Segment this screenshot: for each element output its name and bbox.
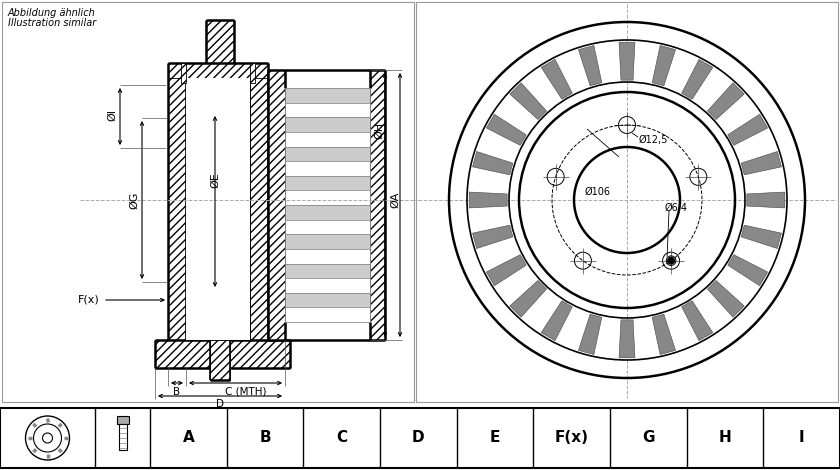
Polygon shape <box>619 42 635 80</box>
Bar <box>210 340 230 380</box>
Text: F(x): F(x) <box>554 431 589 446</box>
Bar <box>285 132 370 147</box>
Bar <box>181 63 186 83</box>
Text: ØG: ØG <box>129 191 139 209</box>
Bar <box>416 2 838 402</box>
Polygon shape <box>707 281 744 317</box>
Bar <box>168 63 268 78</box>
Polygon shape <box>510 281 547 317</box>
Bar <box>285 264 370 278</box>
Bar <box>206 20 234 63</box>
Bar <box>285 117 370 132</box>
Bar <box>285 278 370 293</box>
Bar <box>285 293 370 307</box>
Polygon shape <box>741 225 781 249</box>
Bar <box>186 78 250 340</box>
Bar <box>168 63 186 340</box>
Polygon shape <box>473 151 512 175</box>
Bar <box>285 307 370 322</box>
Text: ØE: ØE <box>210 172 220 188</box>
Polygon shape <box>541 301 572 341</box>
Bar <box>117 416 129 424</box>
Bar <box>2 2 414 402</box>
Circle shape <box>667 257 675 265</box>
Text: Ø106: Ø106 <box>585 187 611 197</box>
Polygon shape <box>473 225 512 249</box>
Bar <box>268 70 285 340</box>
Text: B: B <box>173 387 181 397</box>
Polygon shape <box>741 151 781 175</box>
Text: A: A <box>182 431 194 446</box>
Bar <box>285 88 370 102</box>
Polygon shape <box>541 59 572 99</box>
Polygon shape <box>486 114 526 145</box>
Polygon shape <box>727 114 768 145</box>
Polygon shape <box>510 83 547 119</box>
Polygon shape <box>579 46 601 86</box>
Bar <box>155 340 290 368</box>
Bar <box>285 190 370 205</box>
Text: C (MTH): C (MTH) <box>225 387 266 397</box>
Polygon shape <box>579 314 601 354</box>
Text: H: H <box>719 431 732 446</box>
Text: D: D <box>412 431 425 446</box>
Bar <box>370 70 385 340</box>
Polygon shape <box>682 301 713 341</box>
Text: D: D <box>216 399 224 409</box>
Bar <box>285 161 370 176</box>
Polygon shape <box>486 255 526 286</box>
Text: Ø6,4: Ø6,4 <box>665 203 688 213</box>
Polygon shape <box>707 83 744 119</box>
Text: Illustration similar: Illustration similar <box>8 18 97 28</box>
Text: G: G <box>642 431 654 446</box>
Polygon shape <box>652 46 675 86</box>
Text: F(x): F(x) <box>78 295 100 305</box>
Text: ØI: ØI <box>107 109 117 121</box>
Text: Ø12,5: Ø12,5 <box>639 135 669 145</box>
Polygon shape <box>727 255 768 286</box>
Bar <box>250 63 255 83</box>
Bar <box>285 219 370 234</box>
Bar <box>285 205 370 219</box>
Polygon shape <box>619 320 635 358</box>
Bar <box>285 249 370 264</box>
Bar <box>118 424 127 450</box>
Text: I: I <box>799 431 805 446</box>
Bar <box>285 102 370 117</box>
Polygon shape <box>747 192 785 208</box>
Text: Ate: Ate <box>575 246 706 313</box>
Text: B: B <box>260 431 270 446</box>
Bar <box>285 147 370 161</box>
Text: Abbildung ähnlich: Abbildung ähnlich <box>8 8 96 18</box>
Text: ØH: ØH <box>374 121 384 139</box>
Polygon shape <box>470 192 507 208</box>
Text: C: C <box>336 431 347 446</box>
Polygon shape <box>682 59 713 99</box>
Text: Ate: Ate <box>238 281 352 339</box>
Bar <box>285 234 370 249</box>
Bar <box>285 176 370 190</box>
Text: E: E <box>490 431 500 446</box>
Text: ØA: ØA <box>390 192 400 208</box>
Polygon shape <box>652 314 675 354</box>
Bar <box>250 63 268 340</box>
Bar <box>0 408 840 468</box>
